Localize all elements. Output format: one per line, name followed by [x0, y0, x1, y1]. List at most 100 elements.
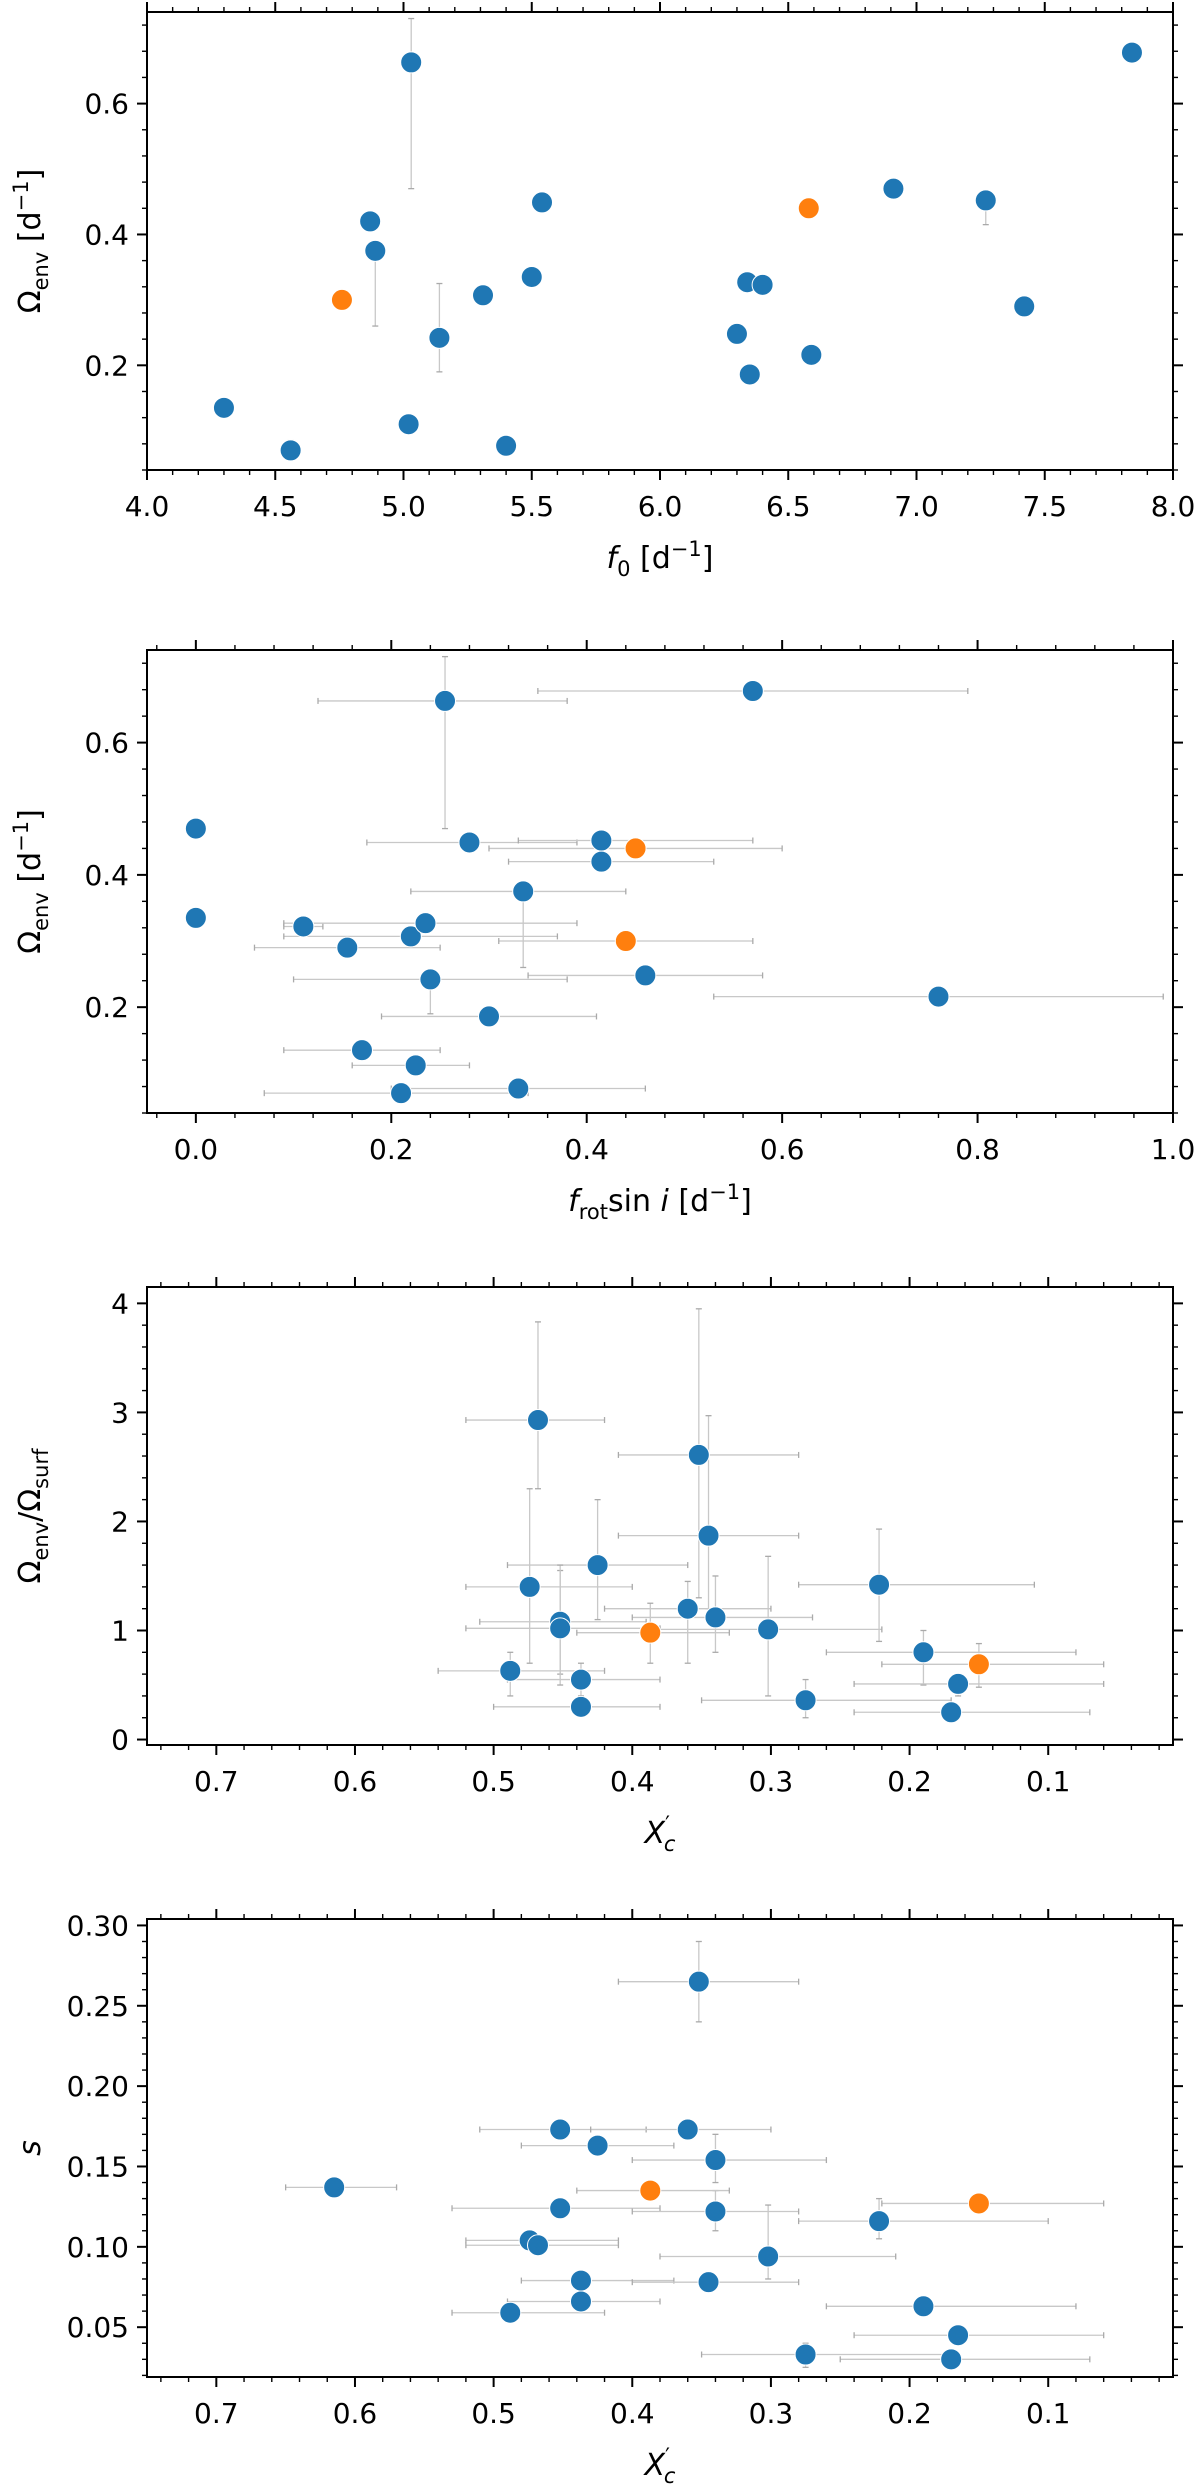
x-tick-label: 0.2	[887, 2397, 932, 2430]
blue-data-point	[212, 396, 235, 419]
blue-data-point	[520, 265, 543, 288]
y-tick-label: 0.20	[67, 2070, 129, 2103]
y-tick-label: 0.05	[67, 2311, 129, 2344]
x-tick-label: 0.4	[564, 1133, 609, 1166]
x-tick-label: 6.0	[638, 490, 683, 523]
orange-data-point	[967, 1653, 990, 1676]
y-tick-label: 4	[111, 1287, 129, 1320]
y-tick-label: 0.10	[67, 2231, 129, 2264]
blue-data-point	[794, 2343, 817, 2366]
axes-frame	[146, 649, 1174, 1114]
blue-data-point	[868, 2210, 891, 2233]
blue-data-point	[414, 912, 437, 935]
blue-data-point	[800, 343, 823, 366]
blue-data-point	[336, 936, 359, 959]
blue-data-point	[590, 850, 613, 873]
blue-data-point	[741, 680, 764, 703]
y-tick-label: 0.6	[84, 727, 129, 760]
x-tick-label: 0.6	[333, 1765, 378, 1798]
orange-data-point	[624, 837, 647, 860]
blue-data-point	[569, 2290, 592, 2313]
panel-3: 0.7 0.6 0.5 0.4 0.3 0.2 0.1 0 1 2 3 4 X′ c Ωenv/Ωsurf	[13, 1277, 1183, 1856]
blue-data-point	[947, 2324, 970, 2347]
blue-data-point	[531, 191, 554, 214]
x-tick-label: 0.8	[955, 1133, 1000, 1166]
y-axis-label: Ωenv [d−1]	[9, 809, 53, 954]
y-tick-label: 0.2	[84, 349, 129, 382]
blue-data-point	[927, 985, 950, 1008]
blue-data-point	[526, 1409, 549, 1432]
axes-frame	[146, 1918, 1174, 2378]
blue-data-point	[390, 1082, 413, 1105]
blue-data-point	[868, 1573, 891, 1596]
blue-data-point	[569, 1695, 592, 1718]
y-axis-label: Ωenv/Ωsurf	[13, 1448, 53, 1584]
blue-data-point	[912, 1641, 935, 1664]
blue-data-point	[794, 1689, 817, 1712]
y-tick-label: 0.25	[67, 1990, 129, 2023]
axes-frame	[146, 11, 1174, 471]
x-tick-label: 0.1	[1026, 1765, 1071, 1798]
blue-data-point	[499, 1659, 522, 1682]
x-tick-label: 0.5	[471, 1765, 516, 1798]
blue-data-point	[974, 189, 997, 212]
orange-data-point	[614, 930, 637, 953]
blue-data-point	[512, 880, 535, 903]
x-tick-label: 0.0	[174, 1133, 219, 1166]
x-tick-label: 5.0	[381, 490, 426, 523]
blue-data-point	[397, 413, 420, 436]
x-axis-label: frotsin i [d−1]	[568, 1180, 752, 1224]
blue-data-point	[549, 2197, 572, 2220]
blue-data-point	[518, 1575, 541, 1598]
blue-data-point	[751, 273, 774, 296]
blue-data-point	[569, 1668, 592, 1691]
orange-data-point	[797, 197, 820, 220]
y-tick-label: 0.2	[84, 991, 129, 1024]
axes-frame	[146, 1286, 1174, 1746]
blue-data-point	[350, 1039, 373, 1062]
blue-data-point	[940, 1701, 963, 1724]
x-tick-label: 7.5	[1022, 490, 1067, 523]
x-tick-label: 6.5	[766, 490, 811, 523]
blue-data-point	[697, 1524, 720, 1547]
blue-data-point	[704, 1606, 727, 1629]
blue-data-point	[676, 2118, 699, 2141]
x-tick-label: 7.0	[894, 490, 939, 523]
blue-data-point	[507, 1077, 530, 1100]
x-tick-label: 5.5	[509, 490, 554, 523]
blue-data-point	[419, 968, 442, 991]
x-axis-label: X′ c	[643, 2444, 676, 2486]
y-tick-label: 3	[111, 1396, 129, 1429]
panel-1: 4.0 4.5 5.0 5.5 6.0 6.5 7.0 7.5 8.0 0.2 0.4 0.6 f0 […	[9, 2, 1195, 581]
blue-data-point	[1120, 41, 1143, 64]
orange-data-point	[330, 288, 353, 311]
blue-data-point	[586, 1554, 609, 1577]
blue-data-point	[947, 1672, 970, 1695]
x-tick-label: 0.3	[749, 2397, 794, 2430]
x-tick-label: 0.7	[194, 1765, 239, 1798]
blue-data-point	[704, 2200, 727, 2223]
blue-data-point	[704, 2149, 727, 2172]
y-tick-label: 0.30	[67, 1909, 129, 1942]
blue-data-point	[400, 51, 423, 74]
blue-data-point	[912, 2295, 935, 2318]
blue-data-point	[569, 2269, 592, 2292]
blue-data-point	[687, 1443, 710, 1466]
y-tick-label: 2	[111, 1505, 129, 1538]
y-tick-label: 0.4	[84, 218, 129, 251]
blue-data-point	[499, 2301, 522, 2324]
x-tick-label: 0.6	[333, 2397, 378, 2430]
blue-data-point	[292, 915, 315, 938]
blue-data-point	[882, 177, 905, 200]
y-tick-label: 1	[111, 1615, 129, 1648]
blue-data-point	[359, 210, 382, 233]
x-tick-label: 0.4	[610, 2397, 655, 2430]
y-tick-label: 0.6	[84, 88, 129, 121]
blue-data-point	[399, 925, 422, 948]
blue-data-point	[404, 1054, 427, 1077]
x-tick-label: 0.1	[1026, 2397, 1071, 2430]
blue-data-point	[184, 906, 207, 929]
blue-data-point	[458, 831, 481, 854]
orange-data-point	[639, 2179, 662, 2202]
